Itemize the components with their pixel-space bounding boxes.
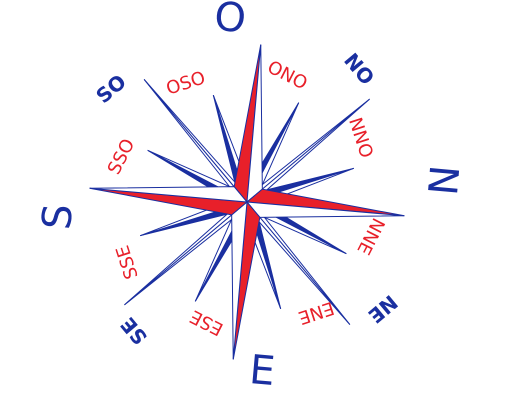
label-intercardinal: NO (339, 48, 379, 89)
label-intercardinal: SO (91, 70, 130, 109)
main-arm (89, 186, 249, 203)
label-intercardinal: NE (364, 290, 403, 328)
label-minor: NNO (344, 115, 377, 161)
label-minor: ENE (296, 297, 337, 328)
label-main: N (418, 163, 466, 197)
label-minor: OSO (164, 67, 208, 99)
label-minor: ONO (264, 57, 311, 95)
star (89, 44, 405, 360)
label-main: E (248, 347, 277, 395)
label-minor: ESE (187, 305, 227, 339)
label-main: O (212, 0, 247, 42)
label-minor: NNE (352, 214, 388, 258)
label-minor: SSO (104, 136, 140, 179)
label-main: S (34, 202, 82, 231)
label-intercardinal: SE (116, 312, 152, 349)
label-minor: SSE (112, 243, 143, 282)
